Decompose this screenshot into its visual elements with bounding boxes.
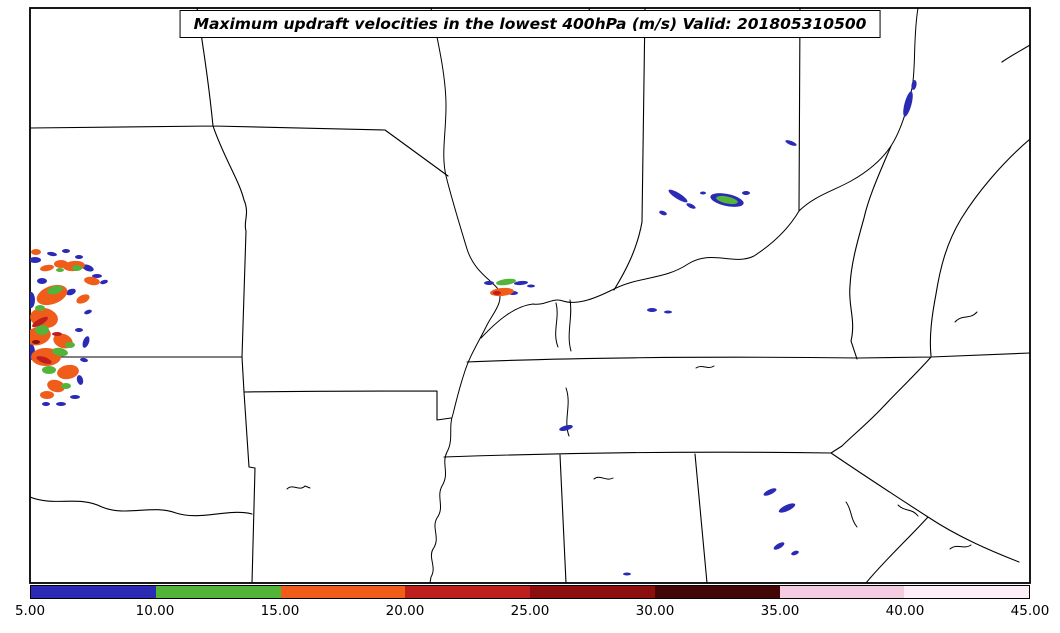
state-border-lines [30, 8, 1030, 583]
mississippi-river-line [429, 8, 501, 583]
ohio-river-line [480, 8, 919, 339]
updraft-cell-mark [75, 328, 83, 332]
map-frame [29, 7, 1031, 584]
updraft-cell-mark [100, 279, 108, 285]
updraft-cell-mark [37, 278, 47, 284]
updraft-cell-mark [911, 80, 917, 90]
small-river-squiggles [286, 299, 978, 550]
updraft-cell-mark [763, 488, 777, 496]
updraft-cell-mark [40, 264, 54, 272]
updraft-cell-mark [700, 191, 706, 195]
updraft-cell-mark [62, 249, 70, 253]
colorbar [30, 585, 1030, 599]
colorbar-segment-15-20 [280, 586, 406, 598]
updraft-cell-mark [47, 379, 65, 393]
updraft-cell-mark [30, 292, 35, 308]
updraft-cell-mark [31, 249, 41, 255]
updraft-cell-mark [66, 288, 76, 296]
updraft-cell-mark [52, 332, 62, 336]
updraft-cell-mark [82, 336, 90, 348]
updraft-cell-mark [30, 257, 41, 263]
updraft-cell-mark [778, 503, 796, 513]
updraft-cell-mark [36, 284, 68, 306]
updraft-cell-mark [514, 280, 528, 286]
colorbar-segment-35-40 [779, 586, 905, 598]
colorbar-tick-label: 5.00 [14, 603, 46, 619]
river-features [286, 8, 978, 583]
updraft-cell-mark [32, 316, 48, 328]
colorbar-segment-40-45 [904, 586, 1029, 598]
updraft-cell-mark [716, 195, 738, 205]
updraft-cell-mark [42, 402, 50, 406]
updraft-cell-mark [82, 264, 94, 272]
updraft-cell-mark [659, 210, 667, 216]
plot-title: Maximum updraft velocities in the lowest… [179, 10, 881, 38]
updraft-cell-mark [647, 308, 657, 312]
updraft-cell-mark [668, 189, 688, 203]
updraft-cell-mark [84, 276, 100, 286]
updraft-cell-mark [56, 402, 66, 406]
updraft-cell-mark [75, 255, 83, 259]
updraft-cell-mark [76, 375, 84, 385]
colorbar-tick-label: 10.00 [135, 603, 175, 619]
updraft-cell-mark [484, 281, 494, 285]
updraft-cell-mark [742, 191, 750, 195]
updraft-cell-mark [623, 572, 631, 576]
updraft-cell-mark [40, 391, 54, 399]
colorbar-segment-20-25 [405, 586, 530, 598]
updraft-cell-mark [791, 550, 799, 556]
updraft-cell-mark [72, 265, 82, 271]
updraft-cell-mark [773, 542, 785, 550]
colorbar-tick-label: 25.00 [510, 603, 550, 619]
colorbar-segment-25-30 [530, 586, 655, 598]
updraft-cell-mark [42, 366, 56, 374]
colorbar-tick-label: 40.00 [885, 603, 925, 619]
updraft-cell-mark [785, 140, 797, 146]
updraft-cell-mark [47, 251, 57, 257]
updraft-cell-mark [65, 342, 75, 348]
updraft-cell-mark [903, 91, 913, 117]
colorbar-tick-label: 45.00 [1010, 603, 1050, 619]
state-boundaries [30, 8, 1030, 583]
updraft-cell-mark [527, 284, 535, 288]
updraft-cell-mark [664, 310, 672, 314]
updraft-cell-mark [52, 347, 68, 357]
updraft-cells-layer [30, 80, 917, 576]
colorbar-segment-5-10 [31, 586, 156, 598]
colorbar-tick-label: 15.00 [260, 603, 300, 619]
colorbar-tick-label: 30.00 [635, 603, 675, 619]
updraft-cell-mark [32, 340, 40, 344]
colorbar-segment-10-15 [155, 586, 281, 598]
colorbar-tick-label: 35.00 [760, 603, 800, 619]
updraft-cell-mark [47, 285, 63, 295]
colorbar-tick-label: 20.00 [385, 603, 425, 619]
updraft-cell-mark [490, 287, 514, 297]
updraft-cell-mark [496, 278, 516, 286]
colorbar-segment-30-35 [654, 586, 780, 598]
updraft-cell-mark [80, 357, 88, 363]
updraft-cell-mark [61, 383, 71, 389]
updraft-cell-mark [84, 309, 92, 315]
updraft-cell-mark [92, 274, 102, 278]
updraft-cell-mark [493, 291, 501, 295]
updraft-cell-mark [56, 268, 64, 272]
updraft-cell-mark [57, 364, 79, 380]
updraft-cell-mark [36, 356, 52, 364]
updraft-cell-mark [35, 325, 49, 335]
updraft-cell-mark [76, 294, 90, 304]
updraft-cell-mark [559, 424, 573, 432]
updraft-cell-mark [686, 203, 696, 209]
updraft-cell-mark [70, 395, 80, 399]
plot-title-text: Maximum updraft velocities in the lowest… [193, 15, 867, 33]
updraft-cell-mark [35, 305, 45, 311]
